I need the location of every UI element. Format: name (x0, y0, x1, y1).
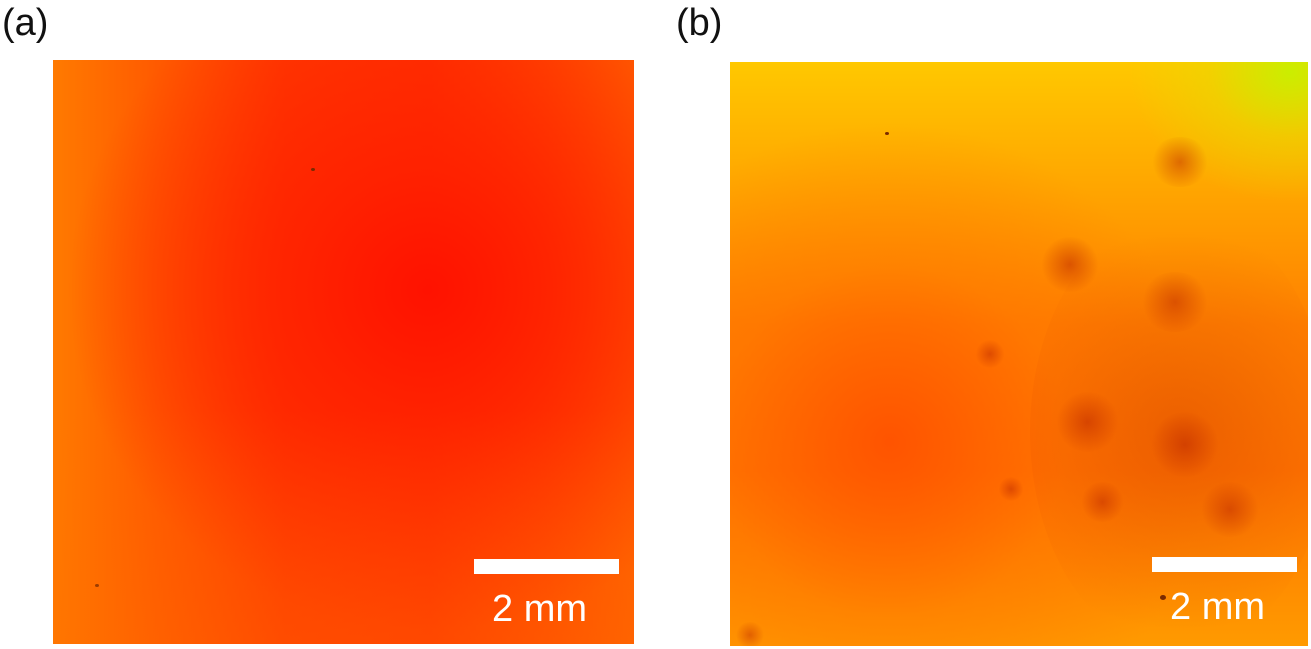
micrograph-b (730, 62, 1308, 646)
dendrite (1080, 482, 1125, 522)
dendrite (1140, 272, 1210, 332)
dendrite (1150, 137, 1210, 187)
dust-speck (311, 168, 315, 171)
scale-bar-b-label: 2 mm (1170, 586, 1265, 628)
scale-bar-a-label: 2 mm (492, 588, 587, 630)
dendrite (998, 477, 1024, 501)
dust-speck (885, 132, 889, 135)
dust-speck (95, 584, 99, 587)
scale-bar-a (474, 559, 619, 574)
panel-b-label: (b) (676, 2, 723, 44)
dendrite (1150, 412, 1220, 477)
dendrite (1200, 482, 1260, 537)
dendrite (1040, 237, 1100, 292)
dendrite (975, 340, 1005, 368)
scale-bar-b (1152, 557, 1297, 572)
dust-speck (1160, 595, 1166, 600)
dendrite (735, 622, 765, 646)
micrograph-a (53, 60, 634, 644)
panel-a-label: (a) (2, 2, 49, 44)
dendrite (1055, 392, 1120, 452)
